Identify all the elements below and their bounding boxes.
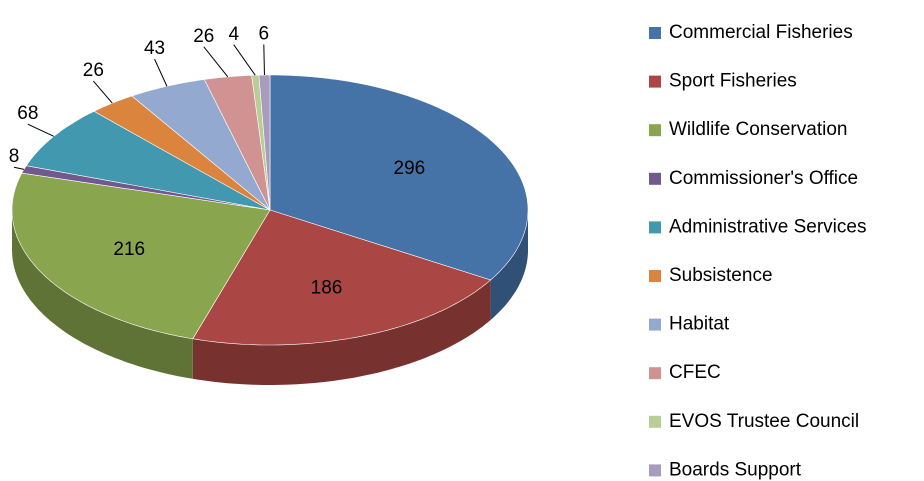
data-label: 26 — [193, 26, 214, 47]
legend-label: Boards Support — [669, 459, 802, 480]
legend-label: Wildlife Conservation — [669, 119, 847, 140]
legend-swatch — [649, 318, 661, 331]
legend-label: EVOS Trustee Council — [669, 411, 859, 432]
legend-label: Commissioner's Office — [669, 168, 858, 189]
leader-line — [233, 44, 256, 76]
legend-label: Commercial Fisheries — [669, 22, 853, 43]
data-label: 186 — [311, 277, 343, 298]
slice — [203, 74, 271, 211]
data-label: 43 — [144, 38, 165, 59]
legend-swatch — [649, 367, 661, 380]
legend-swatch — [649, 464, 661, 477]
legend-swatch — [649, 75, 661, 88]
slice-side — [12, 210, 193, 379]
legend-swatch — [649, 27, 661, 39]
legend-swatch — [649, 124, 661, 137]
data-label: 216 — [113, 239, 145, 260]
data-label: 68 — [17, 103, 38, 124]
data-label: 8 — [9, 146, 20, 167]
legend-swatch — [649, 270, 661, 282]
legend-label: CFEC — [669, 362, 721, 383]
legend-label: Subsistence — [669, 265, 773, 286]
data-label: 296 — [394, 158, 426, 179]
slice — [258, 74, 271, 211]
slice — [11, 172, 271, 340]
legend-label: Administrative Services — [669, 216, 866, 237]
legend-swatch — [649, 172, 661, 185]
legend-swatch — [649, 221, 661, 234]
leader-line — [203, 46, 229, 78]
slice — [192, 209, 492, 346]
slice-side — [490, 210, 528, 320]
leader-line — [92, 80, 113, 104]
legend-swatch — [649, 415, 661, 428]
leader-line — [263, 44, 265, 76]
leader-line — [154, 58, 168, 87]
data-label: 6 — [259, 24, 270, 45]
slice — [269, 74, 529, 281]
legend-label: Sport Fisheries — [669, 71, 797, 92]
data-label: 4 — [229, 24, 240, 45]
slice-side — [192, 280, 491, 385]
legend-label: Habitat — [669, 314, 730, 335]
leader-line — [13, 166, 25, 170]
data-label: 26 — [83, 60, 104, 81]
leader-line — [27, 123, 55, 137]
slice — [93, 95, 271, 211]
